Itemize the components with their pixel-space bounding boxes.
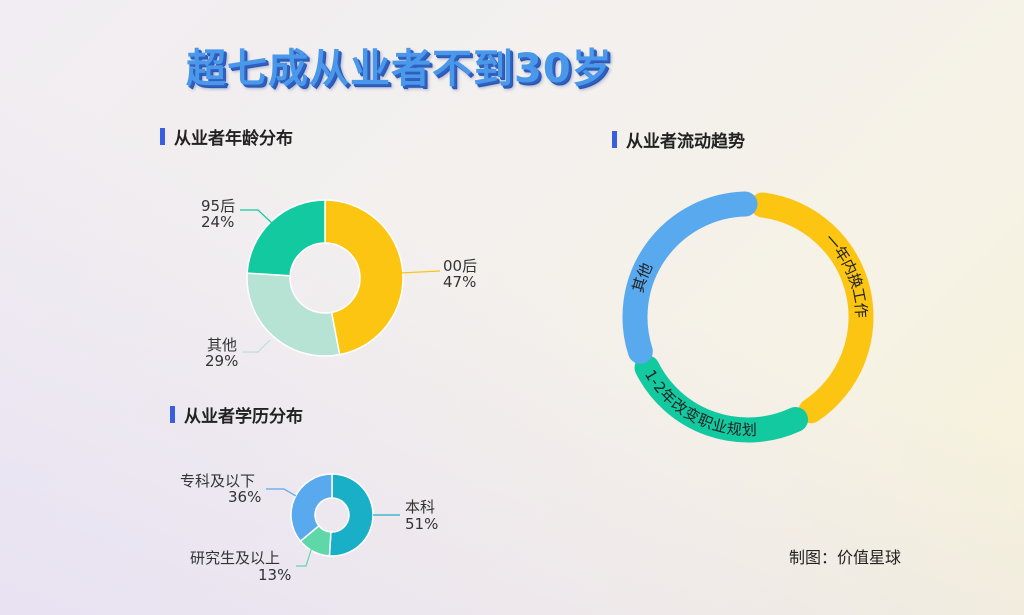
education-donut-chart <box>290 473 374 557</box>
svg-text:36%: 36% <box>228 488 261 506</box>
ring-segment <box>622 191 758 364</box>
heading-accent-bar <box>160 128 165 145</box>
edu-label-bachelor: 本科 51% <box>373 498 438 533</box>
svg-text:95后: 95后 <box>201 197 235 215</box>
flow-ring-chart <box>622 191 874 443</box>
edu-label-postgrad: 研究生及以上 13% <box>190 546 313 584</box>
age-donut-chart <box>246 199 404 357</box>
heading-accent-bar <box>612 131 617 148</box>
svg-text:47%: 47% <box>443 273 476 291</box>
svg-text:专科及以下: 专科及以下 <box>180 472 255 490</box>
age-section-heading: 从业者年龄分布 <box>160 124 293 149</box>
svg-text:29%: 29% <box>205 352 238 370</box>
donut-slice <box>246 199 326 277</box>
education-heading-text: 从业者学历分布 <box>184 407 303 427</box>
svg-text:51%: 51% <box>405 515 438 533</box>
education-section-heading: 从业者学历分布 <box>170 402 303 427</box>
svg-text:研究生及以上: 研究生及以上 <box>190 549 280 567</box>
donut-slice <box>246 272 341 357</box>
flow-heading-text: 从业者流动趋势 <box>626 132 745 152</box>
chart-credit: 制图：价值星球 <box>789 548 902 567</box>
donut-slice <box>290 473 333 543</box>
svg-text:其他: 其他 <box>207 336 237 354</box>
ring-segment <box>750 192 874 424</box>
age-label-other: 其他 29% <box>205 336 271 370</box>
heading-accent-bar <box>170 406 175 423</box>
edu-label-vocational: 专科及以下 36% <box>180 472 297 506</box>
flow-section-heading: 从业者流动趋势 <box>612 127 745 152</box>
svg-text:13%: 13% <box>258 566 291 584</box>
svg-text:00后: 00后 <box>443 257 477 275</box>
svg-text:24%: 24% <box>201 213 234 231</box>
age-label-00: 00后 47% <box>399 257 477 291</box>
age-label-95: 95后 24% <box>201 197 274 231</box>
donut-slice <box>324 199 404 356</box>
page-title: 超七成从业者不到30岁 <box>186 46 613 92</box>
svg-text:本科: 本科 <box>405 498 435 516</box>
ring-segment <box>634 355 809 443</box>
age-heading-text: 从业者年龄分布 <box>174 129 293 149</box>
donut-slice <box>328 473 374 557</box>
